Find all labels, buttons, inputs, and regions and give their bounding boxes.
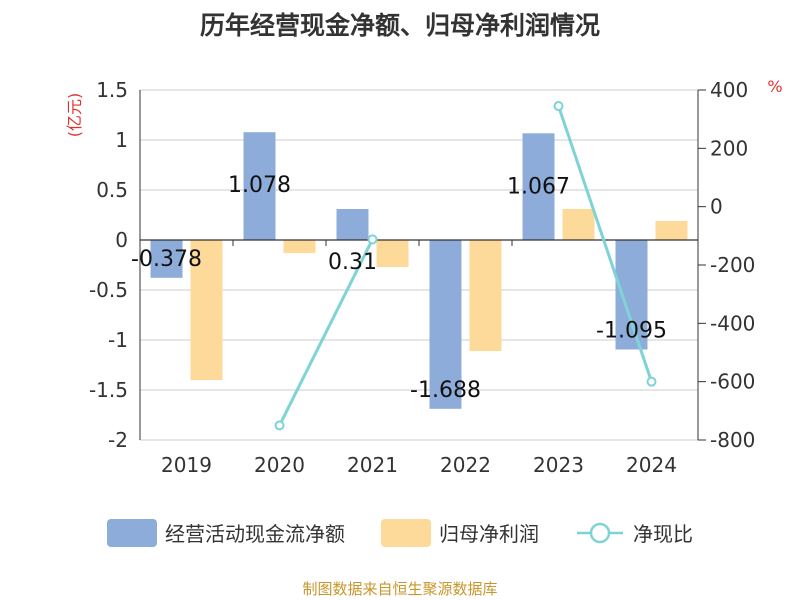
category-label: 2022 — [440, 453, 491, 477]
bar-cash-flow — [243, 132, 276, 240]
bar-cash-flow — [522, 133, 555, 240]
right-tick-label: 400 — [710, 78, 748, 102]
left-tick-label: 0.5 — [96, 178, 128, 202]
left-tick-label: -1 — [108, 328, 128, 352]
data-label-cash-flow: -1.688 — [410, 378, 481, 403]
bar-net-profit — [283, 240, 316, 253]
legend-item-ratio[interactable]: 净现比 — [575, 518, 693, 547]
data-label-cash-flow: 1.067 — [507, 174, 570, 199]
ratio-point — [274, 420, 285, 431]
category-label: 2019 — [161, 453, 212, 477]
left-tick-label: -0.5 — [89, 278, 128, 302]
left-tick-label: 0 — [115, 228, 128, 252]
bar-cash-flow — [336, 209, 369, 240]
right-tick-label: -800 — [710, 428, 755, 452]
bar-net-profit — [655, 221, 688, 240]
right-tick-label: -600 — [710, 370, 755, 394]
bar-cash-flow — [429, 240, 462, 409]
data-label-cash-flow: -1.095 — [596, 319, 667, 344]
ratio-line-swatch — [577, 522, 623, 543]
right-tick-label: -200 — [710, 253, 755, 277]
category-label: 2023 — [533, 453, 584, 477]
category-label: 2020 — [254, 453, 305, 477]
right-tick-label: -400 — [710, 311, 755, 335]
left-tick-label: 1 — [115, 128, 128, 152]
ratio-line-segment — [557, 105, 653, 383]
bar-net-profit — [562, 209, 595, 240]
ratio-point — [646, 376, 657, 387]
left-tick-label: 1.5 — [96, 78, 128, 102]
legend-label-net-profit: 归母净利润 — [439, 522, 539, 546]
ratio-point — [553, 101, 564, 112]
legend-label-ratio: 净现比 — [633, 522, 693, 546]
bar-net-profit — [190, 240, 223, 380]
bars — [150, 132, 688, 409]
legend-item-net-profit[interactable]: 归母净利润 — [381, 518, 539, 547]
legend-label-cash-flow: 经营活动现金流净额 — [165, 522, 345, 546]
source-note: 制图数据来自恒生聚源数据库 — [302, 580, 498, 598]
right-axis-unit: % — [767, 77, 782, 96]
data-labels: -0.378 1.078 0.31 -1.688 1.067 -1.095 — [131, 173, 667, 403]
axes: 1.5 1 0.5 0 -0.5 -1 -1.5 -2 400 200 0 -200 -400 -600 -… — [89, 78, 755, 477]
left-axis-unit: (亿元) — [65, 93, 84, 138]
legend: 经营活动现金流净额 归母净利润 净现比 — [0, 518, 800, 547]
net-profit-swatch — [381, 518, 431, 547]
ratio-line — [274, 101, 657, 431]
ratio-line-segment — [278, 238, 374, 427]
category-label: 2024 — [626, 453, 677, 477]
ratio-point — [367, 234, 378, 245]
bar-cash-flow — [150, 240, 183, 278]
right-tick-label: 0 — [710, 195, 723, 219]
data-label-cash-flow: 0.31 — [328, 250, 377, 275]
data-label-cash-flow: -0.378 — [131, 247, 202, 272]
legend-item-cash-flow[interactable]: 经营活动现金流净额 — [107, 518, 345, 547]
right-tick-label: 200 — [710, 136, 748, 160]
chart-title: 历年经营现金净额、归母净利润情况 — [199, 11, 600, 40]
data-label-cash-flow: 1.078 — [228, 173, 291, 198]
left-tick-label: -2 — [108, 428, 128, 452]
cash-flow-swatch — [107, 518, 157, 547]
left-tick-label: -1.5 — [89, 378, 128, 402]
bar-net-profit — [469, 240, 502, 351]
category-label: 2021 — [347, 453, 398, 477]
bar-net-profit — [376, 240, 409, 267]
